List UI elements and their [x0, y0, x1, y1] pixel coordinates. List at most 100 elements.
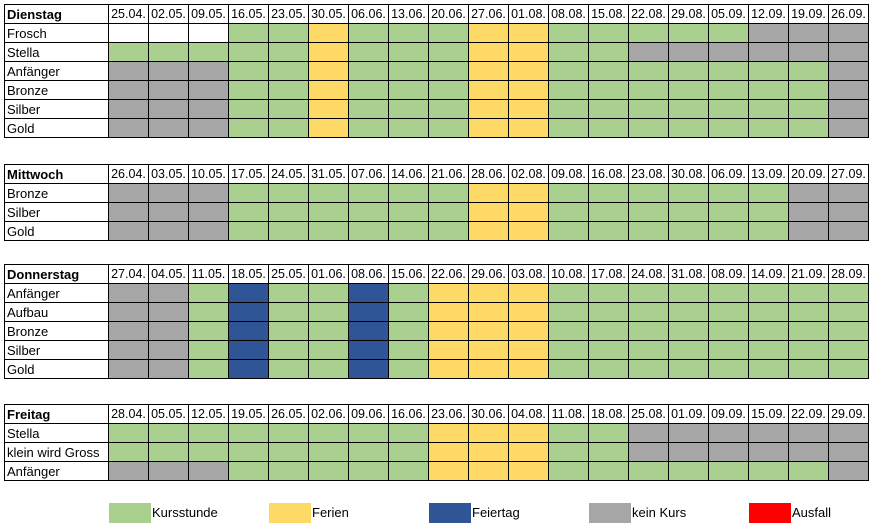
status-cell[interactable]	[748, 423, 789, 443]
status-cell[interactable]	[348, 359, 389, 379]
status-cell[interactable]	[228, 221, 269, 241]
status-cell[interactable]	[588, 461, 629, 481]
status-cell[interactable]	[628, 423, 669, 443]
status-cell[interactable]	[188, 442, 229, 462]
status-cell[interactable]	[268, 202, 309, 222]
status-cell[interactable]	[788, 23, 829, 43]
status-cell[interactable]	[148, 423, 189, 443]
status-cell[interactable]	[668, 23, 709, 43]
status-cell[interactable]	[268, 423, 309, 443]
status-cell[interactable]	[348, 23, 389, 43]
status-cell[interactable]	[668, 340, 709, 360]
status-cell[interactable]	[788, 202, 829, 222]
status-cell[interactable]	[588, 23, 629, 43]
status-cell[interactable]	[268, 23, 309, 43]
date-cell[interactable]: 01.06.	[308, 264, 349, 284]
date-cell[interactable]: 25.04.	[108, 4, 149, 24]
status-cell[interactable]	[428, 42, 469, 62]
status-cell[interactable]	[228, 118, 269, 138]
status-cell[interactable]	[228, 80, 269, 100]
status-cell[interactable]	[388, 442, 429, 462]
status-cell[interactable]	[388, 42, 429, 62]
status-cell[interactable]	[508, 461, 549, 481]
status-cell[interactable]	[428, 221, 469, 241]
status-cell[interactable]	[788, 442, 829, 462]
status-cell[interactable]	[628, 99, 669, 119]
status-cell[interactable]	[828, 61, 869, 81]
status-cell[interactable]	[268, 61, 309, 81]
date-cell[interactable]: 23.06.	[428, 404, 469, 424]
status-cell[interactable]	[828, 118, 869, 138]
status-cell[interactable]	[708, 183, 749, 203]
date-cell[interactable]: 22.06.	[428, 264, 469, 284]
status-cell[interactable]	[668, 61, 709, 81]
status-cell[interactable]	[748, 461, 789, 481]
course-label[interactable]: Anfänger	[4, 61, 109, 81]
status-cell[interactable]	[468, 221, 509, 241]
status-cell[interactable]	[548, 118, 589, 138]
status-cell[interactable]	[348, 61, 389, 81]
date-cell[interactable]: 16.06.	[388, 404, 429, 424]
status-cell[interactable]	[428, 461, 469, 481]
date-cell[interactable]: 09.08.	[548, 164, 589, 184]
status-cell[interactable]	[108, 61, 149, 81]
status-cell[interactable]	[348, 221, 389, 241]
date-cell[interactable]: 04.08.	[508, 404, 549, 424]
status-cell[interactable]	[268, 283, 309, 303]
status-cell[interactable]	[788, 302, 829, 322]
status-cell[interactable]	[828, 423, 869, 443]
date-cell[interactable]: 25.05.	[268, 264, 309, 284]
date-cell[interactable]: 28.04.	[108, 404, 149, 424]
status-cell[interactable]	[548, 461, 589, 481]
date-cell[interactable]: 01.09.	[668, 404, 709, 424]
status-cell[interactable]	[268, 442, 309, 462]
status-cell[interactable]	[308, 340, 349, 360]
status-cell[interactable]	[228, 183, 269, 203]
status-cell[interactable]	[508, 80, 549, 100]
day-name[interactable]: Freitag	[4, 404, 109, 424]
date-cell[interactable]: 19.05.	[228, 404, 269, 424]
course-label[interactable]: Stella	[4, 42, 109, 62]
status-cell[interactable]	[708, 118, 749, 138]
course-label[interactable]: klein wird Gross	[4, 442, 109, 462]
status-cell[interactable]	[828, 359, 869, 379]
date-cell[interactable]: 28.09.	[828, 264, 869, 284]
status-cell[interactable]	[428, 423, 469, 443]
status-cell[interactable]	[788, 221, 829, 241]
status-cell[interactable]	[548, 42, 589, 62]
status-cell[interactable]	[548, 321, 589, 341]
status-cell[interactable]	[748, 359, 789, 379]
date-cell[interactable]: 05.09.	[708, 4, 749, 24]
status-cell[interactable]	[348, 80, 389, 100]
status-cell[interactable]	[268, 99, 309, 119]
status-cell[interactable]	[508, 118, 549, 138]
status-cell[interactable]	[428, 359, 469, 379]
status-cell[interactable]	[748, 302, 789, 322]
status-cell[interactable]	[508, 302, 549, 322]
course-label[interactable]: Frosch	[4, 23, 109, 43]
status-cell[interactable]	[748, 99, 789, 119]
status-cell[interactable]	[828, 183, 869, 203]
status-cell[interactable]	[828, 221, 869, 241]
status-cell[interactable]	[108, 359, 149, 379]
course-label[interactable]: Silber	[4, 340, 109, 360]
date-cell[interactable]: 05.05.	[148, 404, 189, 424]
status-cell[interactable]	[548, 283, 589, 303]
status-cell[interactable]	[668, 321, 709, 341]
status-cell[interactable]	[828, 23, 869, 43]
status-cell[interactable]	[188, 80, 229, 100]
date-cell[interactable]: 30.06.	[468, 404, 509, 424]
status-cell[interactable]	[188, 340, 229, 360]
status-cell[interactable]	[508, 23, 549, 43]
status-cell[interactable]	[708, 80, 749, 100]
date-cell[interactable]: 07.06.	[348, 164, 389, 184]
status-cell[interactable]	[388, 302, 429, 322]
status-cell[interactable]	[828, 42, 869, 62]
status-cell[interactable]	[468, 461, 509, 481]
status-cell[interactable]	[428, 340, 469, 360]
course-label[interactable]: Gold	[4, 359, 109, 379]
status-cell[interactable]	[588, 302, 629, 322]
status-cell[interactable]	[668, 302, 709, 322]
date-cell[interactable]: 24.05.	[268, 164, 309, 184]
status-cell[interactable]	[508, 340, 549, 360]
